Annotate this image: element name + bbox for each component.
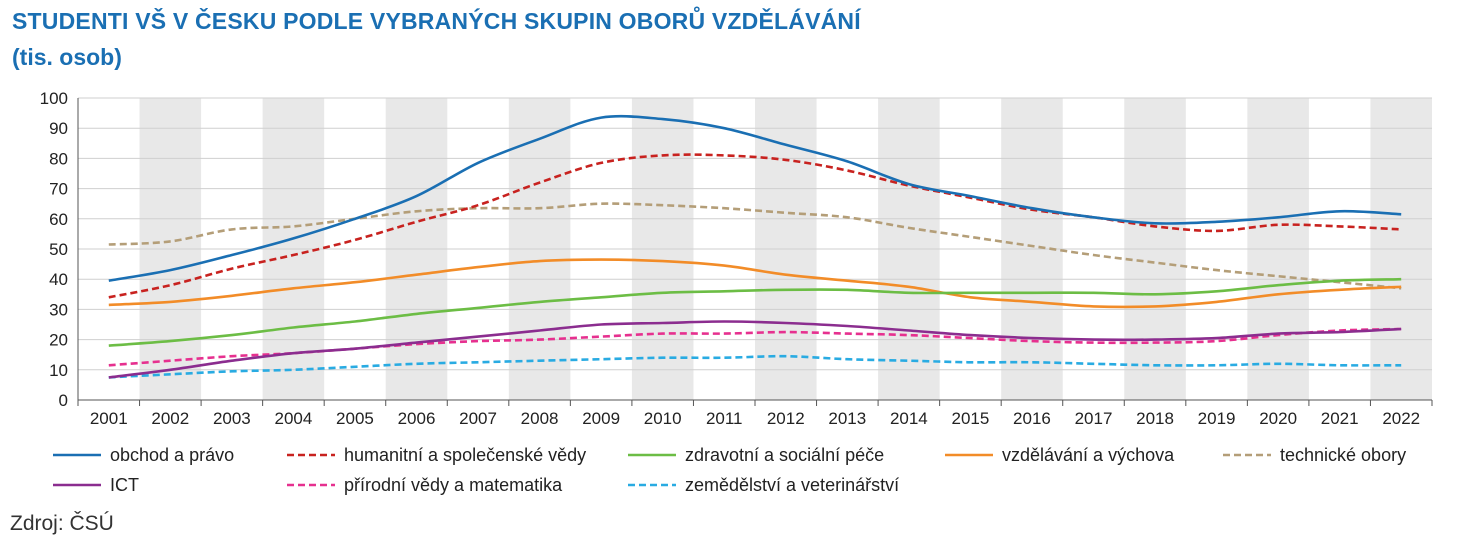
y-tick-label: 100 bbox=[40, 89, 68, 108]
series-line-humanitni-a-spolecenske-vedy bbox=[108, 153, 1402, 299]
series-line-ict bbox=[108, 320, 1402, 379]
x-tick-label: 2009 bbox=[582, 409, 620, 428]
x-tick-label: 2012 bbox=[767, 409, 805, 428]
y-tick-label: 0 bbox=[59, 391, 68, 410]
source-note: Zdroj: ČSÚ bbox=[10, 512, 114, 535]
x-tick-label: 2015 bbox=[951, 409, 989, 428]
chart-title: STUDENTI VŠ V ČESKU PODLE VYBRANÝCH SKUP… bbox=[12, 8, 861, 34]
y-tick-label: 20 bbox=[49, 331, 68, 350]
legend-label: technické obory bbox=[1280, 444, 1407, 465]
y-tick-label: 10 bbox=[49, 361, 68, 380]
legend-swatch bbox=[53, 483, 101, 487]
legend-swatch bbox=[628, 483, 676, 487]
series-line-zemedelstvi-a-veterinarstvi bbox=[108, 354, 1402, 379]
legend-item: přírodní vědy a matematika bbox=[286, 473, 562, 497]
series-line-vzdelavani-a-vychova bbox=[108, 258, 1402, 309]
legend-swatch bbox=[628, 453, 676, 457]
series-line-technicke-obory bbox=[108, 202, 1402, 290]
x-tick-label: 2007 bbox=[459, 409, 497, 428]
legend-item: vzdělávání a výchova bbox=[944, 443, 1174, 467]
x-tick-label: 2019 bbox=[1198, 409, 1236, 428]
y-tick-label: 30 bbox=[49, 300, 68, 319]
x-tick-label: 2010 bbox=[644, 409, 682, 428]
y-tick-label: 40 bbox=[49, 270, 68, 289]
legend-swatch bbox=[945, 453, 993, 457]
legend-swatch bbox=[287, 483, 335, 487]
y-tick-label: 60 bbox=[49, 210, 68, 229]
x-tick-label: 2002 bbox=[151, 409, 189, 428]
chart-subtitle: (tis. osob) bbox=[12, 44, 122, 70]
legend-item: zemědělství a veterinářství bbox=[627, 473, 899, 497]
x-tick-label: 2017 bbox=[1075, 409, 1113, 428]
y-tick-label: 80 bbox=[49, 149, 68, 168]
legend-item: humanitní a společenské vědy bbox=[286, 443, 586, 467]
legend-label: zdravotní a sociální péče bbox=[685, 444, 885, 465]
legend-item: technické obory bbox=[1222, 443, 1406, 467]
y-tick-label: 90 bbox=[49, 119, 68, 138]
x-tick-label: 2018 bbox=[1136, 409, 1174, 428]
legend-swatch bbox=[287, 453, 335, 457]
legend-label: obchod a právo bbox=[110, 444, 235, 465]
legend-swatch bbox=[53, 453, 101, 457]
x-tick-label: 2021 bbox=[1321, 409, 1359, 428]
x-tick-label: 2008 bbox=[521, 409, 559, 428]
series-line-zdravotni-a-socialni-pece bbox=[108, 277, 1402, 347]
legend-label: přírodní vědy a matematika bbox=[344, 474, 563, 495]
x-tick-label: 2016 bbox=[1013, 409, 1051, 428]
y-tick-label: 50 bbox=[49, 240, 68, 259]
x-tick-label: 2014 bbox=[890, 409, 928, 428]
legend-swatch bbox=[1223, 453, 1271, 457]
legend-label: ICT bbox=[110, 474, 139, 495]
legend-item: zdravotní a sociální péče bbox=[627, 443, 884, 467]
x-tick-label: 2011 bbox=[706, 409, 743, 428]
y-tick-label: 70 bbox=[49, 180, 68, 199]
x-tick-label: 2022 bbox=[1382, 409, 1420, 428]
legend-label: humanitní a společenské vědy bbox=[344, 444, 587, 465]
x-tick-label: 2001 bbox=[90, 409, 128, 428]
x-tick-label: 2005 bbox=[336, 409, 374, 428]
x-tick-label: 2020 bbox=[1259, 409, 1297, 428]
x-tick-label: 2006 bbox=[398, 409, 436, 428]
legend-label: zemědělství a veterinářství bbox=[685, 474, 900, 495]
x-tick-label: 2013 bbox=[828, 409, 866, 428]
legend-label: vzdělávání a výchova bbox=[1002, 444, 1175, 465]
legend-item: ICT bbox=[52, 473, 139, 497]
x-tick-label: 2004 bbox=[274, 409, 312, 428]
series-line-obchod-a-pravo bbox=[108, 114, 1402, 282]
legend-item: obchod a právo bbox=[52, 443, 234, 467]
x-tick-label: 2003 bbox=[213, 409, 251, 428]
line-chart: 0 10 20 30 40 50 60 70 80 90 100 2001 2002 2003 2004 20… bbox=[40, 89, 1433, 428]
